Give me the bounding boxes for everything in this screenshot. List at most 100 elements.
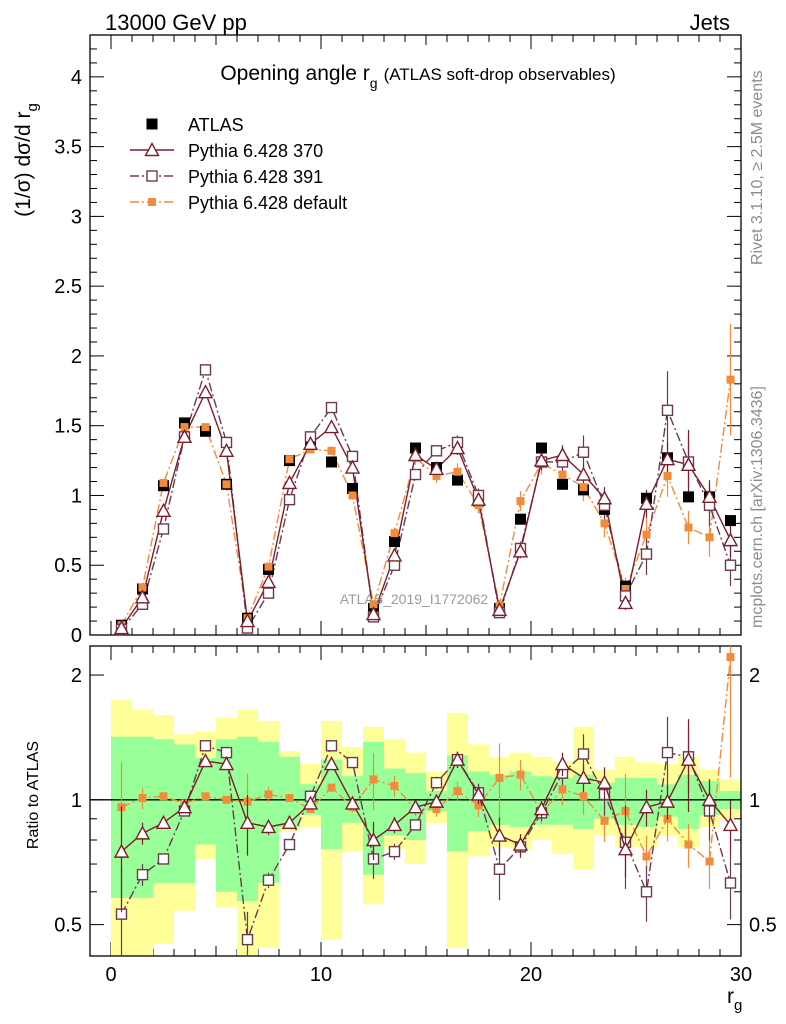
ratio-y-tick-label-left: 2 <box>71 665 82 687</box>
series-point-1 <box>640 548 653 560</box>
y-tick-label: 0.5 <box>54 555 82 577</box>
data-point <box>389 536 400 548</box>
ratio-point-2 <box>222 795 231 804</box>
series-point-2 <box>432 471 441 480</box>
series-point-0 <box>722 532 739 547</box>
series-point-2 <box>180 423 189 432</box>
ratio-point-0 <box>386 816 403 832</box>
rivet-label: Rivet 3.1.10, ≥ 2.5M events <box>749 70 766 265</box>
series-point-0 <box>470 491 487 506</box>
ratio-point-0 <box>134 825 151 840</box>
series-point-1 <box>325 401 338 414</box>
series-point-2 <box>726 375 735 384</box>
series-point-2 <box>201 423 210 432</box>
data-point <box>515 513 526 525</box>
chart-title: Opening angle rg (ATLAS soft-drop observa… <box>220 62 615 91</box>
ratio-point-1 <box>388 845 401 858</box>
ratio-point-0 <box>617 841 634 856</box>
x-tick-label: 30 <box>730 964 752 986</box>
ratio-band-green <box>153 739 174 884</box>
series-point-2 <box>285 455 294 464</box>
data-point <box>452 474 463 486</box>
ratio-point-0 <box>533 801 550 816</box>
legend-label-2: Pythia 6.428 default <box>188 193 347 213</box>
series-point-2 <box>642 530 651 539</box>
legend-marker-2 <box>148 198 156 206</box>
ratio-point-0 <box>659 793 676 808</box>
ratio-point-2 <box>516 770 525 779</box>
y-tick-label: 0 <box>71 625 82 647</box>
ratio-point-1 <box>199 740 212 752</box>
ratio-point-2 <box>264 790 273 799</box>
chart-title-subscript: g <box>370 75 378 91</box>
data-point <box>557 478 568 490</box>
series-point-1 <box>283 493 296 506</box>
data-point <box>347 482 358 494</box>
legend-label-0: Pythia 6.428 370 <box>188 141 323 161</box>
ratio-band-green <box>258 741 279 884</box>
ratio-point-2 <box>474 801 483 810</box>
ratio-point-1 <box>241 933 254 946</box>
ratio-point-0 <box>323 756 340 771</box>
series-point-0 <box>533 452 550 467</box>
svg-text:(1/σ) dσ/d rg: (1/σ) dσ/d rg <box>12 103 41 217</box>
mcplots-label: mcplots.cern.ch [arXiv:1306.3436] <box>749 386 766 628</box>
series-point-1 <box>577 446 590 458</box>
y-tick-label: 3 <box>71 206 82 228</box>
series-point-2 <box>516 497 525 506</box>
legend-marker-1 <box>146 170 158 182</box>
series-point-0 <box>239 613 256 628</box>
ratio-point-0 <box>680 751 697 766</box>
ratio-y-tick-label-left: 0.5 <box>54 915 82 937</box>
series-point-0 <box>155 502 172 518</box>
ratio-point-0 <box>155 814 172 830</box>
ratio-point-0 <box>491 827 508 842</box>
ratio-band-green <box>384 768 405 836</box>
ratio-point-2 <box>600 816 609 825</box>
chart-title-main: Opening angle r <box>220 62 369 85</box>
series-point-0 <box>449 440 466 455</box>
x-axis-label: rg <box>727 985 742 1014</box>
ratio-point-2 <box>684 840 693 849</box>
series-point-2 <box>558 470 567 479</box>
data-point <box>200 425 211 437</box>
series-point-0 <box>701 488 718 504</box>
ratio-y-axis-label-text: Ratio to ATLAS <box>25 741 42 849</box>
series-point-2 <box>705 533 714 542</box>
analysis-watermark: ATLAS_2019_I1772062 <box>340 591 489 607</box>
ratio-point-2 <box>432 805 441 814</box>
ratio-point-0 <box>344 795 361 810</box>
series-point-0 <box>638 495 655 511</box>
series-point-0 <box>176 428 193 444</box>
ratio-point-1 <box>640 886 653 898</box>
y-axis-label-text: (1/σ) dσ/d r <box>12 112 35 217</box>
ratio-point-0 <box>722 816 739 832</box>
ratio-point-1 <box>283 838 296 851</box>
series-point-1 <box>199 364 212 376</box>
series-point-0 <box>680 456 697 471</box>
series-point-0 <box>491 601 508 617</box>
series-point-0 <box>302 435 319 451</box>
ratio-band-green <box>321 759 342 850</box>
series-point-0 <box>197 384 214 399</box>
series-point-2 <box>222 480 231 489</box>
data-point <box>683 491 694 503</box>
ratio-point-1 <box>493 863 506 875</box>
ratio-point-0 <box>638 799 655 814</box>
ratio-point-0 <box>281 814 298 830</box>
series-point-0 <box>218 442 235 458</box>
x-tick-label: 20 <box>520 964 542 986</box>
series-point-1 <box>661 404 674 417</box>
y-tick-label: 1 <box>71 485 82 507</box>
series-point-0 <box>323 419 340 434</box>
mcplots-label-text: mcplots.cern.ch [arXiv:1306.3436] <box>749 386 766 628</box>
ratio-point-2 <box>642 852 651 861</box>
ratio-band-green <box>195 758 216 845</box>
collision-label: 13000 GeV pp <box>105 10 247 35</box>
ratio-band-green <box>132 736 153 898</box>
y-tick-label: 2 <box>71 346 82 368</box>
series-point-0 <box>596 490 613 505</box>
series-point-0 <box>260 574 277 589</box>
series-point-0 <box>113 620 130 635</box>
